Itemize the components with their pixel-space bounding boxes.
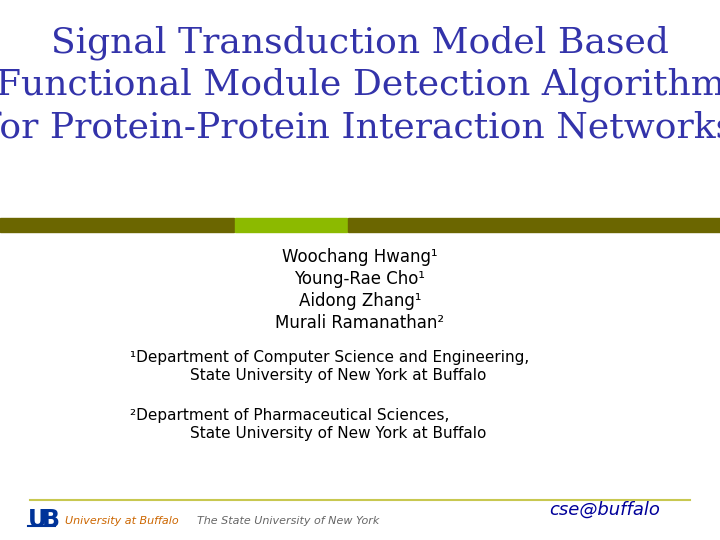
Text: cse@buffalo: cse@buffalo <box>549 501 660 519</box>
Text: B: B <box>42 508 60 532</box>
Text: Aidong Zhang¹: Aidong Zhang¹ <box>299 292 421 310</box>
Bar <box>235 218 347 232</box>
Text: Signal Transduction Model Based
Functional Module Detection Algorithm
for Protei: Signal Transduction Model Based Function… <box>0 25 720 144</box>
Text: Murali Ramanathan²: Murali Ramanathan² <box>276 314 444 332</box>
Bar <box>348 218 720 232</box>
Text: ²Department of Pharmaceutical Sciences,: ²Department of Pharmaceutical Sciences, <box>130 408 449 423</box>
Text: U: U <box>28 508 47 532</box>
Text: Woochang Hwang¹: Woochang Hwang¹ <box>282 248 438 266</box>
Text: State University of New York at Buffalo: State University of New York at Buffalo <box>190 368 487 383</box>
Text: Young-Rae Cho¹: Young-Rae Cho¹ <box>294 270 426 288</box>
Text: University at Buffalo: University at Buffalo <box>65 516 179 526</box>
Text: ¹Department of Computer Science and Engineering,: ¹Department of Computer Science and Engi… <box>130 350 529 365</box>
Text: State University of New York at Buffalo: State University of New York at Buffalo <box>190 426 487 441</box>
Bar <box>0 218 234 232</box>
Text: The State University of New York: The State University of New York <box>190 516 379 526</box>
